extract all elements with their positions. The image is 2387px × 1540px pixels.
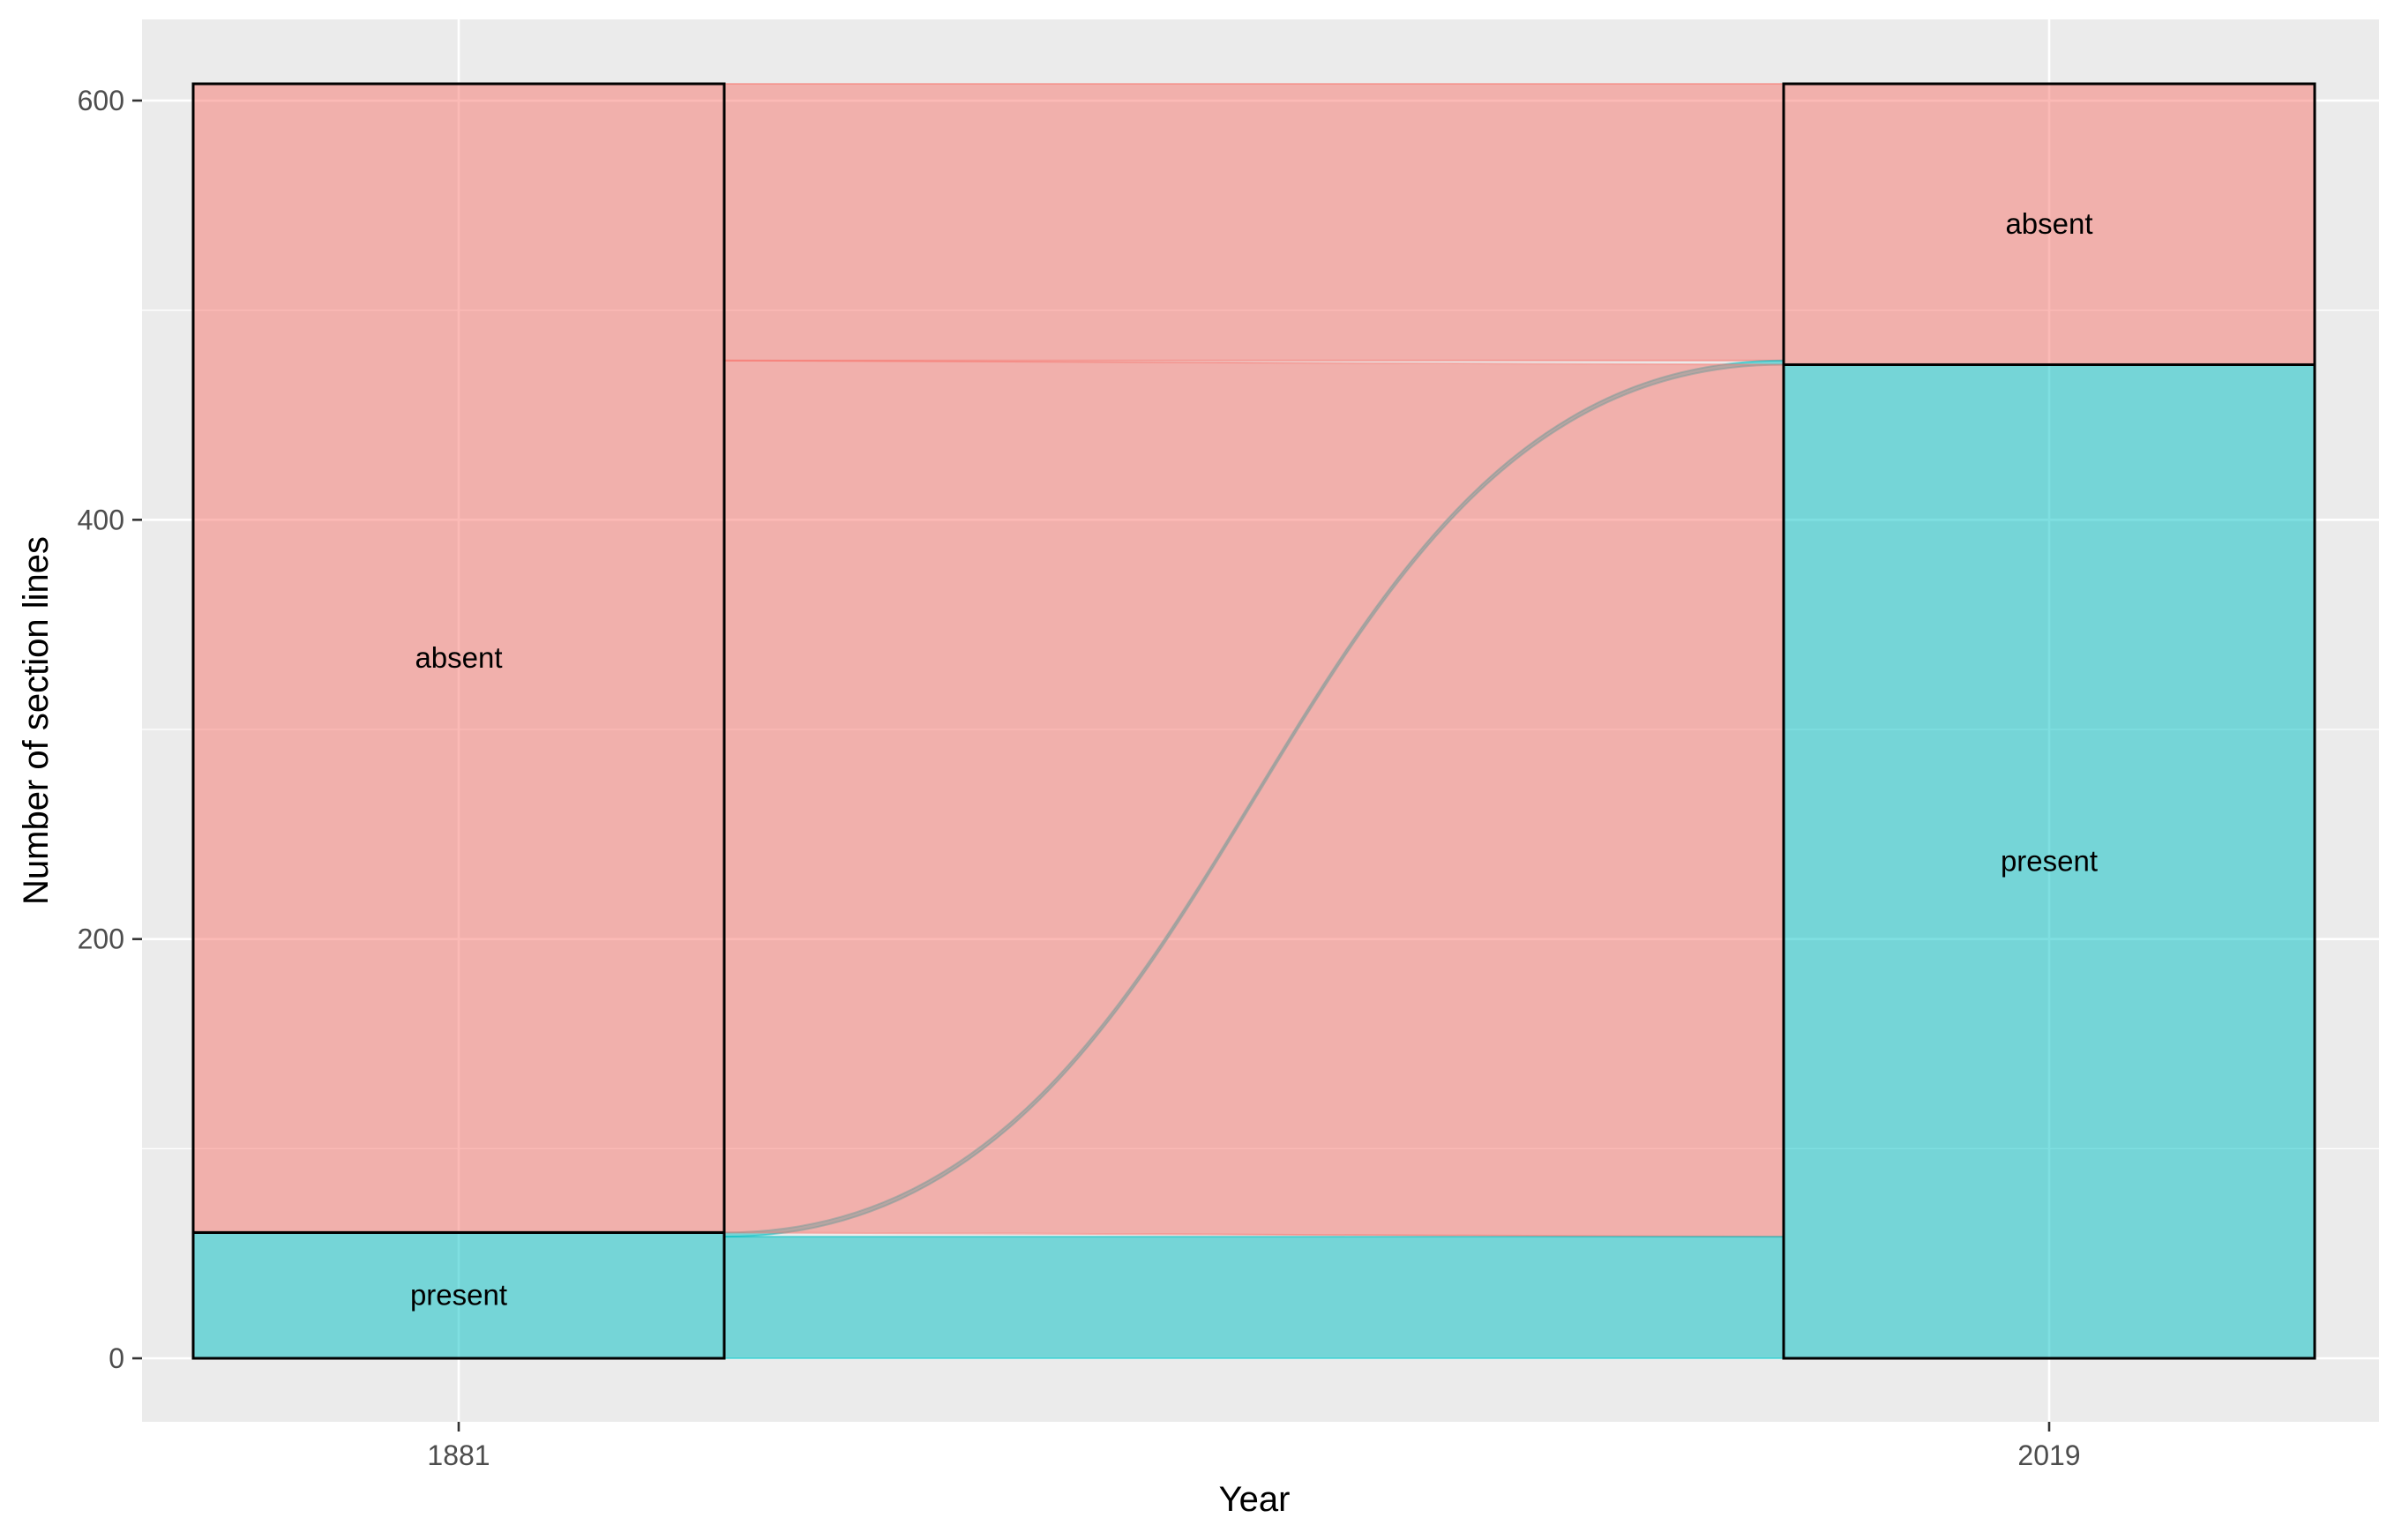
y-tick-label: 600 xyxy=(78,85,124,116)
x-axis-title: Year xyxy=(1219,1480,1291,1519)
x-axis: 1881 2019 xyxy=(427,1422,2081,1471)
flows xyxy=(723,82,1785,1360)
flow-absent-to-present xyxy=(723,359,1785,1238)
stratum-2019-present xyxy=(1782,363,2316,1360)
x-tick-label: 1881 xyxy=(427,1439,490,1471)
flow-absent-to-absent xyxy=(723,82,1785,362)
stratum-label-1881-absent: absent xyxy=(415,641,502,674)
stratum-label-2019-absent: absent xyxy=(2005,207,2092,240)
stratum-labels: present absent present absent xyxy=(410,207,2098,1311)
stratum-1881-present xyxy=(191,1230,726,1360)
y-axis: 0 200 400 600 xyxy=(78,85,142,1374)
flow-present-to-present xyxy=(723,1236,1785,1360)
stratum-2019-absent xyxy=(1782,82,2316,366)
strata xyxy=(191,82,2316,1360)
stratum-1881-absent xyxy=(191,82,726,1234)
y-tick-label: 200 xyxy=(78,923,124,955)
x-tick-label: 2019 xyxy=(2017,1439,2080,1471)
stratum-label-2019-present: present xyxy=(2001,845,2098,878)
y-tick-label: 400 xyxy=(78,504,124,535)
y-axis-title: Number of section lines xyxy=(17,536,56,905)
y-tick-label: 0 xyxy=(108,1342,124,1374)
stratum-label-1881-present: present xyxy=(410,1279,507,1312)
